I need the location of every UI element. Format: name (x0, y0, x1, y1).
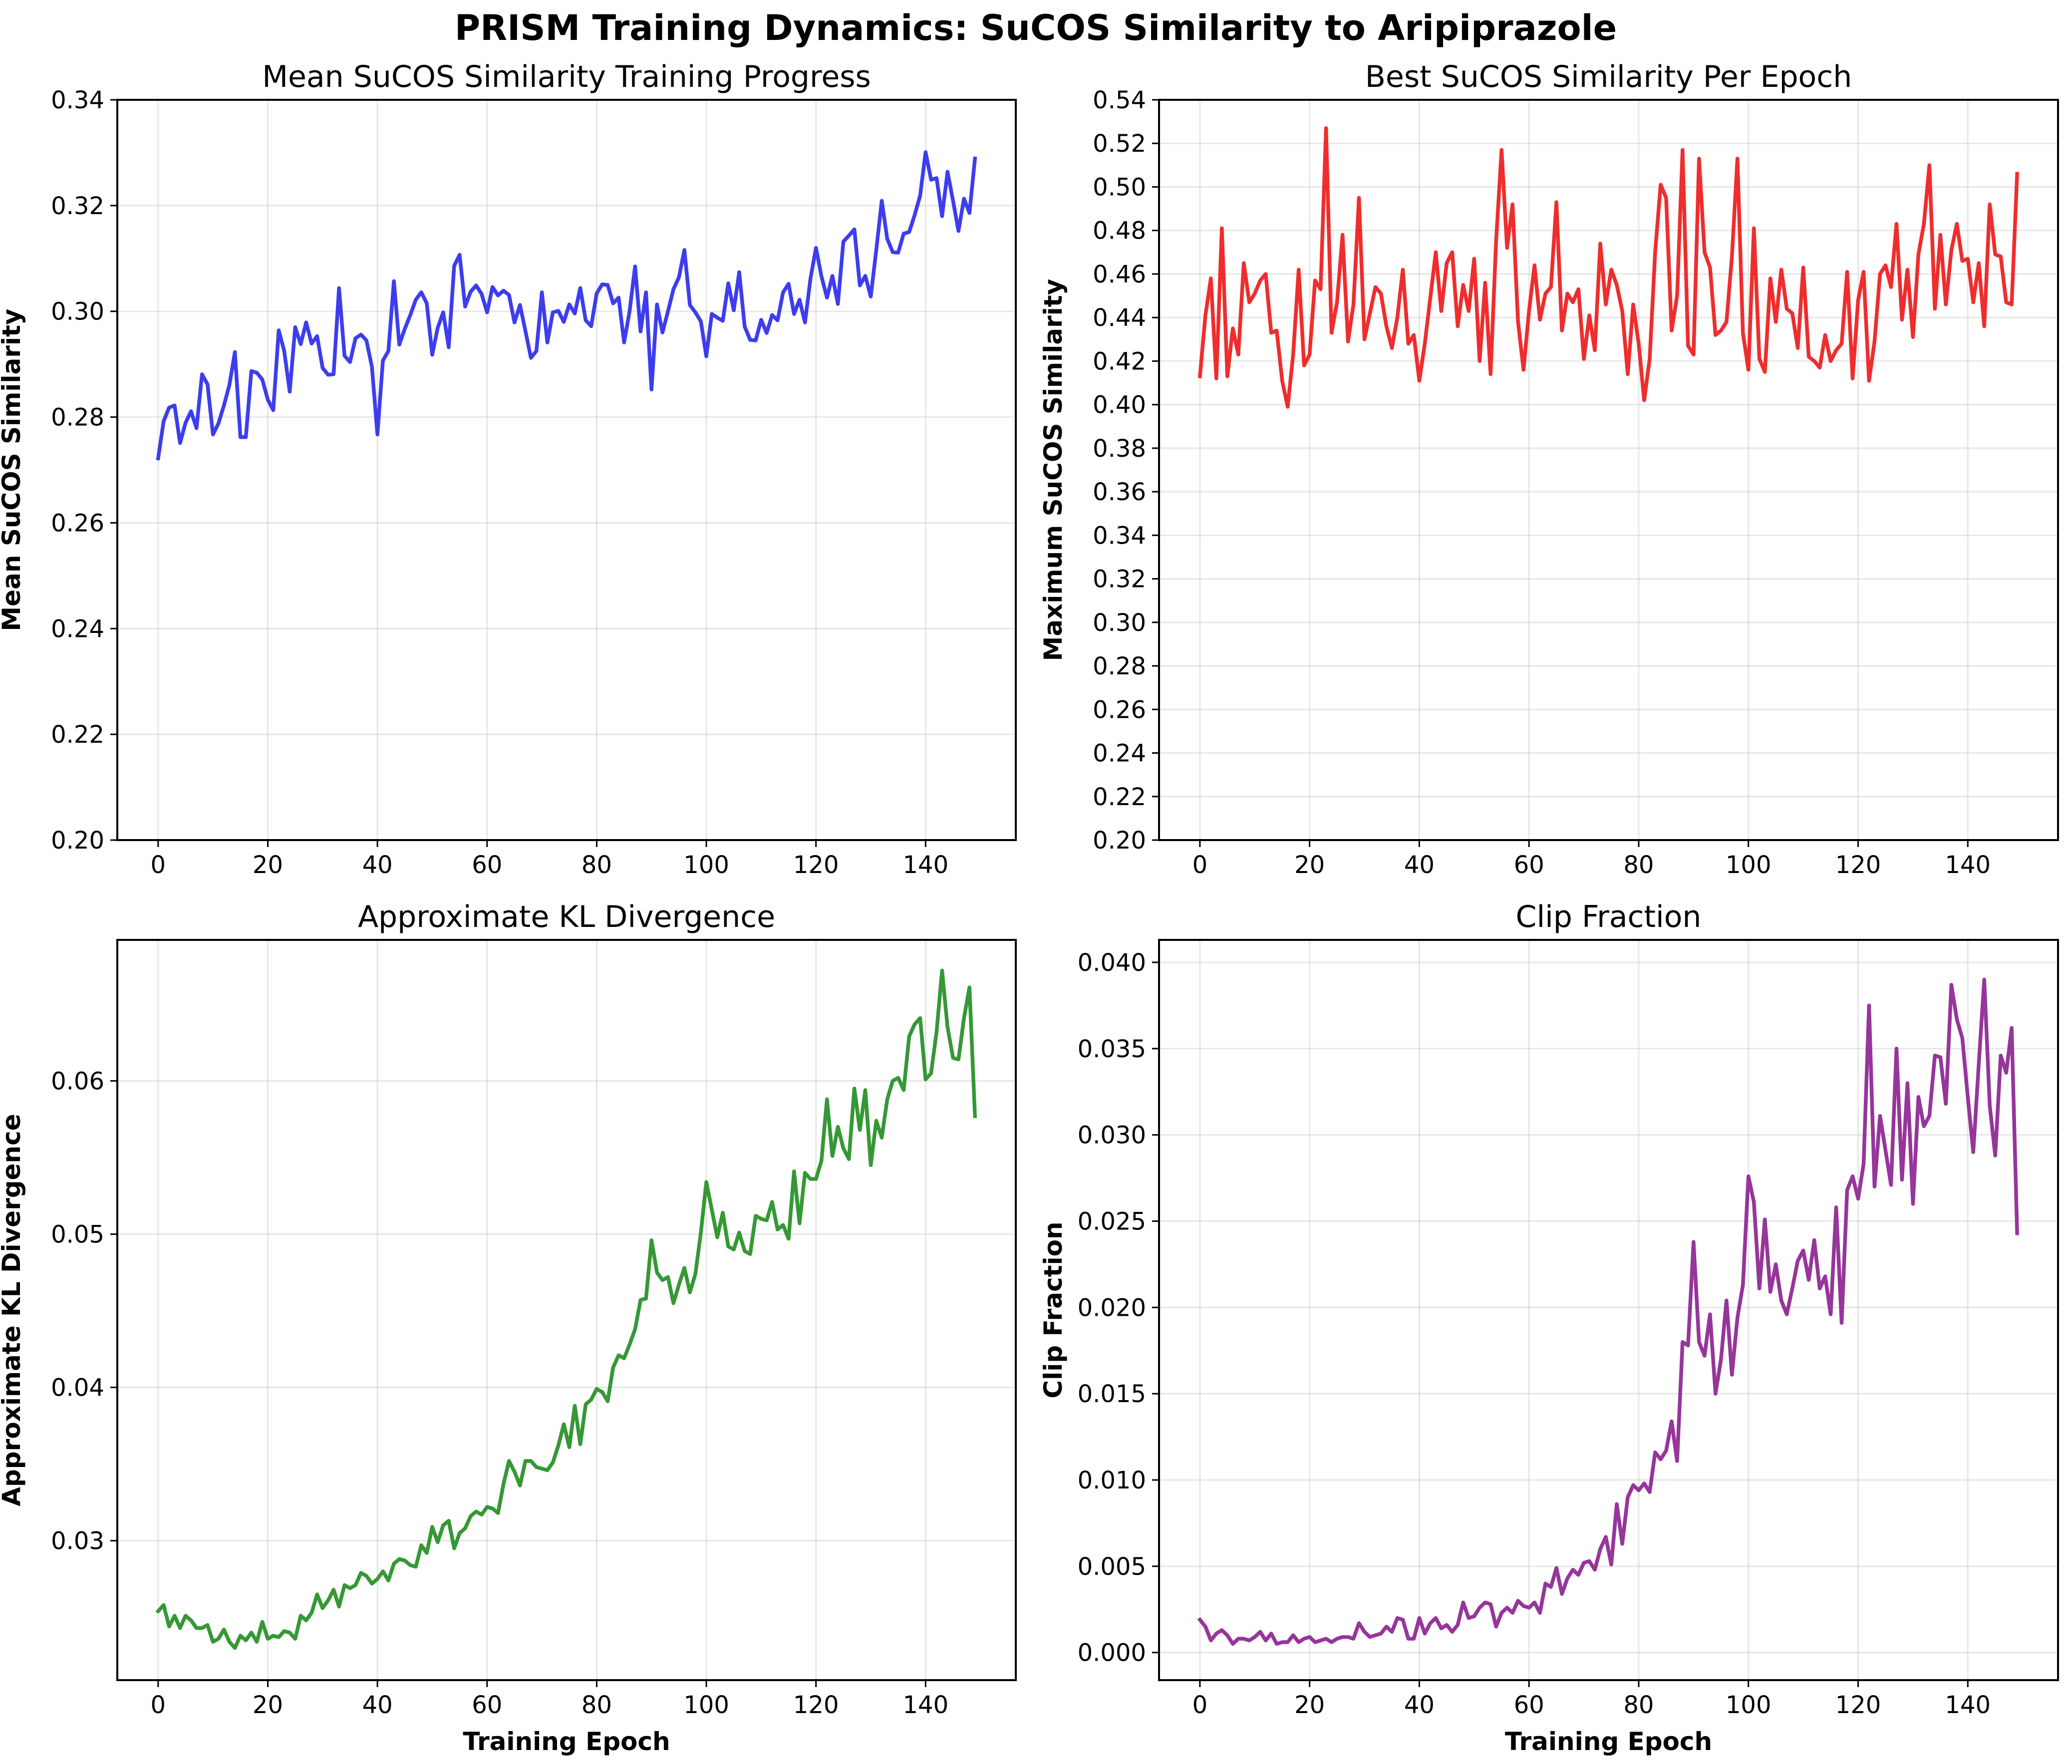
mean-sucos-y-tick-label: 0.28 (51, 404, 104, 432)
mean-sucos-y-axis-label: Mean SuCOS Similarity (0, 308, 26, 631)
best-sucos-y-tick-label: 0.24 (1093, 740, 1146, 768)
mean-sucos-series-line (156, 150, 977, 461)
mean-sucos-x-tick-label: 100 (683, 851, 729, 879)
clip-fraction-title: Clip Fraction (1516, 899, 1702, 934)
kl-divergence-y-tick-label: 0.03 (51, 1527, 104, 1555)
mean-sucos-x-tick-label: 120 (793, 851, 839, 879)
kl-divergence-x-tick-label: 120 (793, 1691, 839, 1719)
best-sucos-x-tick-label: 140 (1945, 851, 1991, 879)
mean-sucos-x-tick-label: 140 (903, 851, 949, 879)
clip-fraction-y-tick-label: 0.035 (1078, 1035, 1146, 1063)
clip-fraction-y-tick-label: 0.000 (1078, 1639, 1146, 1667)
kl-divergence-y-axis-label: Approximate KL Divergence (0, 1114, 26, 1506)
kl-divergence-x-tick-label: 0 (151, 1691, 166, 1719)
mean-sucos-x-tick-label: 80 (582, 851, 612, 879)
kl-divergence-panel: 0 20 40 60 80 100 120 140 0.03 0.04 0.05 0.06 Approx… (0, 899, 1017, 1756)
mean-sucos-y-tick-label: 0.34 (51, 86, 104, 114)
clip-fraction-x-tick-label: 100 (1726, 1691, 1772, 1719)
best-sucos-plot-area (1159, 100, 2058, 840)
clip-fraction-y-tick-label: 0.010 (1078, 1467, 1146, 1494)
clip-fraction-x-tick-label: 60 (1514, 1691, 1544, 1719)
best-sucos-x-tick-label: 100 (1726, 851, 1772, 879)
clip-fraction-plot-area (1159, 940, 2058, 1680)
mean-sucos-y-tick-label: 0.24 (51, 615, 104, 643)
best-sucos-y-tick-label: 0.32 (1093, 566, 1146, 593)
clip-fraction-y-tick-label: 0.040 (1078, 949, 1146, 977)
best-sucos-x-tick-label: 0 (1192, 851, 1208, 879)
best-sucos-y-tick-label: 0.20 (1093, 827, 1146, 855)
kl-divergence-title: Approximate KL Divergence (358, 899, 775, 934)
mean-sucos-y-tick-label: 0.22 (51, 721, 104, 749)
clip-fraction-x-tick-label: 0 (1192, 1691, 1208, 1719)
mean-sucos-y-tick-label: 0.20 (51, 827, 104, 855)
kl-divergence-axes-frame (116, 939, 1017, 1681)
clip-fraction-x-tick-label: 80 (1623, 1691, 1654, 1719)
best-sucos-y-tick-label: 0.48 (1093, 217, 1146, 245)
kl-divergence-x-tick-label: 60 (472, 1691, 502, 1719)
best-sucos-y-tick-label: 0.50 (1093, 173, 1146, 201)
mean-sucos-x-tick-label: 40 (362, 851, 393, 879)
figure-title: PRISM Training Dynamics: SuCOS Similarit… (455, 7, 1617, 48)
best-sucos-x-tick-label: 20 (1294, 851, 1325, 879)
clip-fraction-y-tick-label: 0.015 (1078, 1380, 1146, 1408)
best-sucos-y-tick-label: 0.36 (1093, 478, 1146, 506)
mean-sucos-panel: 0 20 40 60 80 100 120 140 0.20 0.22 0.24 0.26 0.28 0.… (0, 59, 1017, 879)
clip-fraction-x-tick-label: 40 (1404, 1691, 1435, 1719)
best-sucos-y-axis-label: Maximum SuCOS Similarity (1039, 279, 1068, 661)
mean-sucos-plot-area (117, 100, 1016, 840)
clip-fraction-series-line (1197, 977, 2019, 1646)
kl-divergence-x-tick-label: 100 (683, 1691, 729, 1719)
clip-fraction-y-tick-label: 0.030 (1078, 1122, 1146, 1150)
kl-divergence-y-tick-label: 0.06 (51, 1067, 104, 1095)
kl-divergence-x-tick-label: 140 (903, 1691, 949, 1719)
best-sucos-x-tick-label: 120 (1835, 851, 1881, 879)
kl-divergence-y-tick-label: 0.05 (51, 1221, 104, 1249)
best-sucos-x-tick-label: 40 (1404, 851, 1435, 879)
best-sucos-y-tick-label: 0.40 (1093, 391, 1146, 419)
best-sucos-title: Best SuCOS Similarity Per Epoch (1365, 59, 1852, 94)
clip-fraction-x-tick-label: 120 (1835, 1691, 1881, 1719)
clip-fraction-x-tick-label: 140 (1945, 1691, 1991, 1719)
best-sucos-y-tick-label: 0.28 (1093, 652, 1146, 680)
best-sucos-y-tick-label: 0.38 (1093, 435, 1146, 463)
best-sucos-y-tick-label: 0.22 (1093, 783, 1146, 811)
mean-sucos-y-tick-label: 0.30 (51, 298, 104, 326)
kl-divergence-series-line (155, 968, 977, 1650)
clip-fraction-y-tick-label: 0.020 (1078, 1294, 1146, 1322)
mean-sucos-x-tick-label: 20 (253, 851, 283, 879)
kl-divergence-plot-area (117, 940, 1016, 1680)
clip-fraction-y-tick-label: 0.025 (1078, 1207, 1146, 1235)
best-sucos-x-tick-label: 80 (1623, 851, 1654, 879)
clip-fraction-y-tick-label: 0.005 (1078, 1553, 1146, 1581)
clip-fraction-x-axis-label: Training Epoch (1505, 1727, 1712, 1756)
mean-sucos-x-tick-label: 0 (151, 851, 166, 879)
kl-divergence-x-tick-label: 40 (362, 1691, 393, 1719)
clip-fraction-x-tick-label: 20 (1294, 1691, 1325, 1719)
mean-sucos-x-tick-label: 60 (472, 851, 502, 879)
best-sucos-series-line (1197, 126, 2020, 409)
best-sucos-x-tick-label: 60 (1514, 851, 1544, 879)
mean-sucos-y-tick-label: 0.26 (51, 509, 104, 537)
best-sucos-y-tick-label: 0.42 (1093, 347, 1146, 375)
kl-divergence-y-tick-label: 0.04 (51, 1374, 104, 1402)
clip-fraction-panel: 0 20 40 60 80 100 120 140 0.000 0.005 0.010 0.015 0.… (1039, 899, 2059, 1756)
clip-fraction-y-axis-label: Clip Fraction (1039, 1221, 1068, 1398)
mean-sucos-axes-frame (116, 99, 1017, 841)
best-sucos-y-tick-label: 0.54 (1093, 86, 1146, 114)
best-sucos-y-tick-label: 0.52 (1093, 130, 1146, 158)
best-sucos-y-tick-label: 0.44 (1093, 304, 1146, 332)
kl-divergence-x-tick-label: 80 (582, 1691, 612, 1719)
best-sucos-y-tick-label: 0.30 (1093, 609, 1146, 637)
best-sucos-panel: 0 20 40 60 80 100 120 140 0.20 0.22 0.24 0.26 0.28 0.… (1039, 59, 2059, 879)
kl-divergence-x-axis-label: Training Epoch (463, 1727, 670, 1756)
best-sucos-axes-frame (1158, 99, 2059, 841)
best-sucos-y-tick-label: 0.26 (1093, 696, 1146, 724)
best-sucos-y-tick-label: 0.34 (1093, 522, 1146, 550)
best-sucos-y-tick-label: 0.46 (1093, 261, 1146, 289)
kl-divergence-x-tick-label: 20 (253, 1691, 283, 1719)
mean-sucos-y-tick-label: 0.32 (51, 192, 104, 220)
clip-fraction-axes-frame (1158, 939, 2059, 1681)
mean-sucos-title: Mean SuCOS Similarity Training Progress (262, 59, 871, 94)
